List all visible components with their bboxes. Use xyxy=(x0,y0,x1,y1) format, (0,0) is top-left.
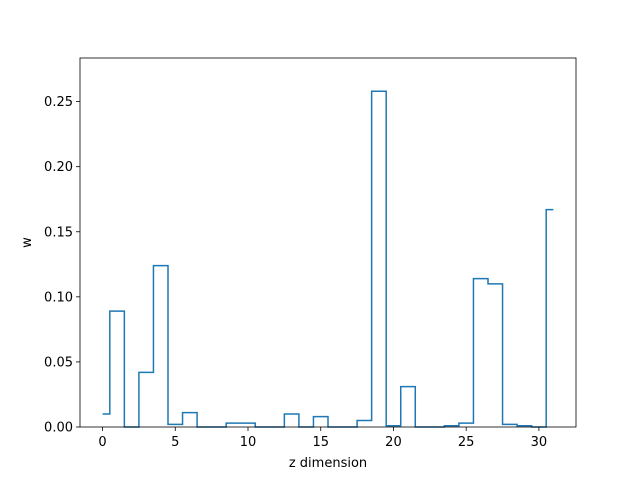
y-tick-label: 0.10 xyxy=(44,290,73,305)
y-axis-label: w xyxy=(20,237,35,248)
x-tick-label: 25 xyxy=(458,435,475,450)
plot-area xyxy=(80,58,576,427)
y-tick-label: 0.15 xyxy=(44,225,73,240)
x-tick-label: 5 xyxy=(171,435,179,450)
x-tick-label: 0 xyxy=(98,435,106,450)
x-tick-label: 10 xyxy=(240,435,257,450)
x-axis-label: z dimension xyxy=(289,456,367,471)
x-tick-label: 20 xyxy=(385,435,402,450)
x-axis-ticks: 0 5 10 15 20 25 30 xyxy=(98,427,547,450)
x-tick-label: 30 xyxy=(531,435,548,450)
y-tick-label: 0.20 xyxy=(44,160,73,175)
y-tick-label: 0.05 xyxy=(44,355,73,370)
y-tick-label: 0.00 xyxy=(44,421,73,436)
y-axis-ticks: 0.00 0.05 0.10 0.15 0.20 0.25 xyxy=(44,95,80,436)
plot-frame xyxy=(79,57,577,428)
x-tick-label: 15 xyxy=(312,435,329,450)
y-tick-label: 0.25 xyxy=(44,95,73,110)
